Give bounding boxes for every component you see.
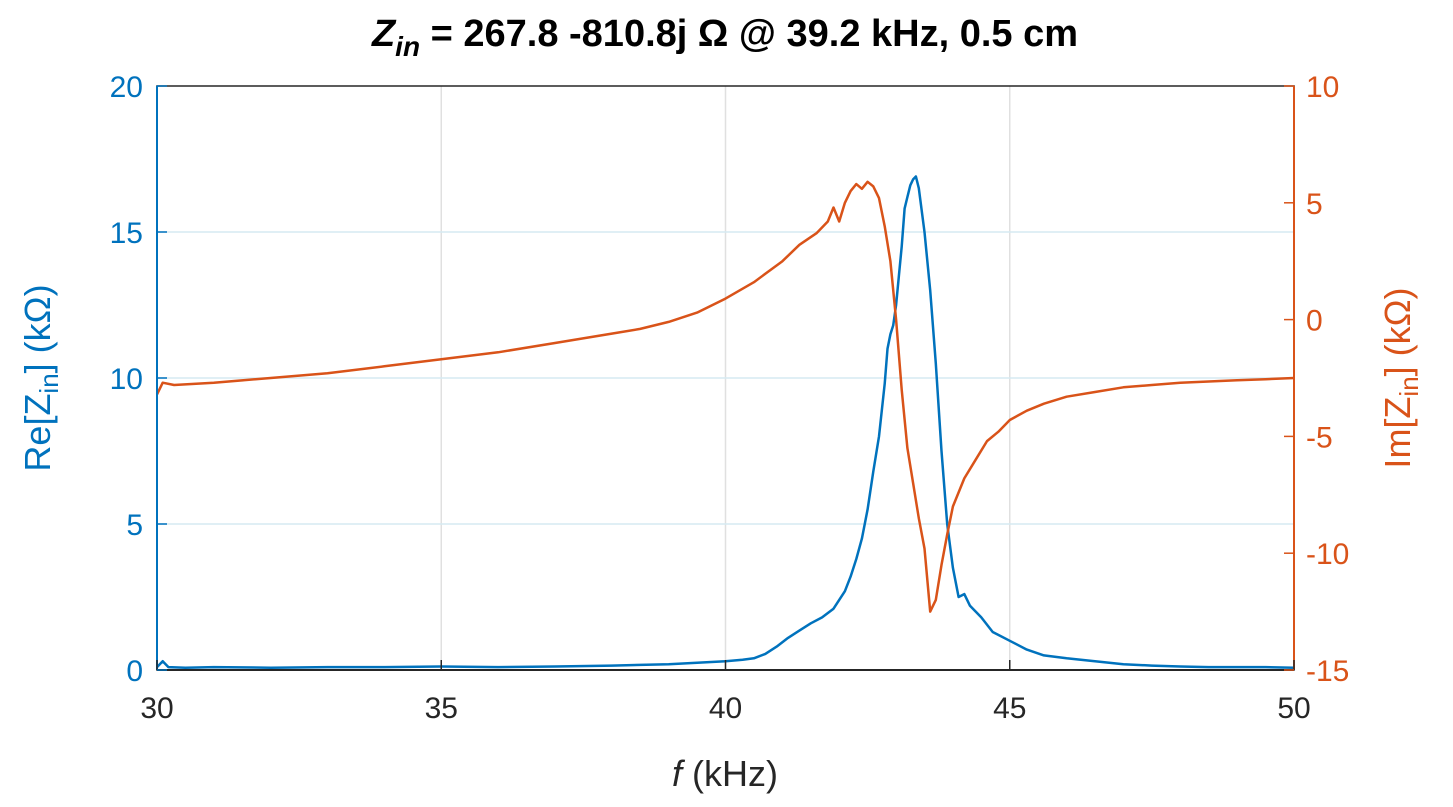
y-right-tick-label: -15 [1306, 655, 1349, 688]
x-tick-label: 45 [993, 692, 1026, 725]
chart-title: Zin = 267.8 -810.8j Ω @ 39.2 kHz, 0.5 cm [371, 13, 1078, 62]
y-left-tick-label: 20 [110, 71, 143, 104]
y-right-tick-label: 10 [1306, 71, 1339, 104]
grid-layer [157, 86, 1294, 670]
x-tick-label: 30 [140, 692, 173, 725]
x-tick-label: 50 [1277, 692, 1310, 725]
title-symbol: Z [371, 13, 397, 55]
y-right-tick-label: 0 [1306, 305, 1323, 338]
y-right-tick-label: -5 [1306, 421, 1333, 454]
x-tick-label: 40 [709, 692, 742, 725]
y-axis-label-right: Im[Zin] (kΩ) [1377, 287, 1424, 468]
y-left-tick-label: 5 [126, 509, 143, 542]
x-tick-label: 35 [425, 692, 458, 725]
series-layer [155, 175, 1295, 669]
y-right-tick-label: 5 [1306, 188, 1323, 221]
y-left-label-suffix: ] (kΩ) [17, 284, 58, 373]
y-left-tick-label: 0 [126, 655, 143, 688]
x-axis-label-rest: (kHz) [682, 753, 778, 794]
y-left-tick-label: 10 [110, 363, 143, 396]
y-right-label-subscript: in [1394, 376, 1424, 396]
y-left-tick-label: 15 [110, 217, 143, 250]
title-subscript: in [395, 31, 420, 62]
y-right-label-prefix: Im[Z [1377, 397, 1418, 469]
y-right-label-suffix: ] (kΩ) [1377, 287, 1418, 376]
title-rest: = 267.8 -810.8j Ω @ 39.2 kHz, 0.5 cm [420, 13, 1078, 55]
y-right-tick-label: -10 [1306, 538, 1349, 571]
ticks-layer: 30 35 40 45 50 0 5 10 15 20 -15 -10 -5 0 5 10 [110, 71, 1350, 725]
series-line-re [156, 175, 1295, 669]
series-line-im [155, 180, 1295, 613]
y-axis-label-left: Re[Zin] (kΩ) [17, 284, 64, 471]
x-axis-label: f (kHz) [672, 753, 778, 794]
y-left-label-prefix: Re[Z [17, 394, 58, 472]
y-left-label-subscript: in [34, 373, 64, 393]
